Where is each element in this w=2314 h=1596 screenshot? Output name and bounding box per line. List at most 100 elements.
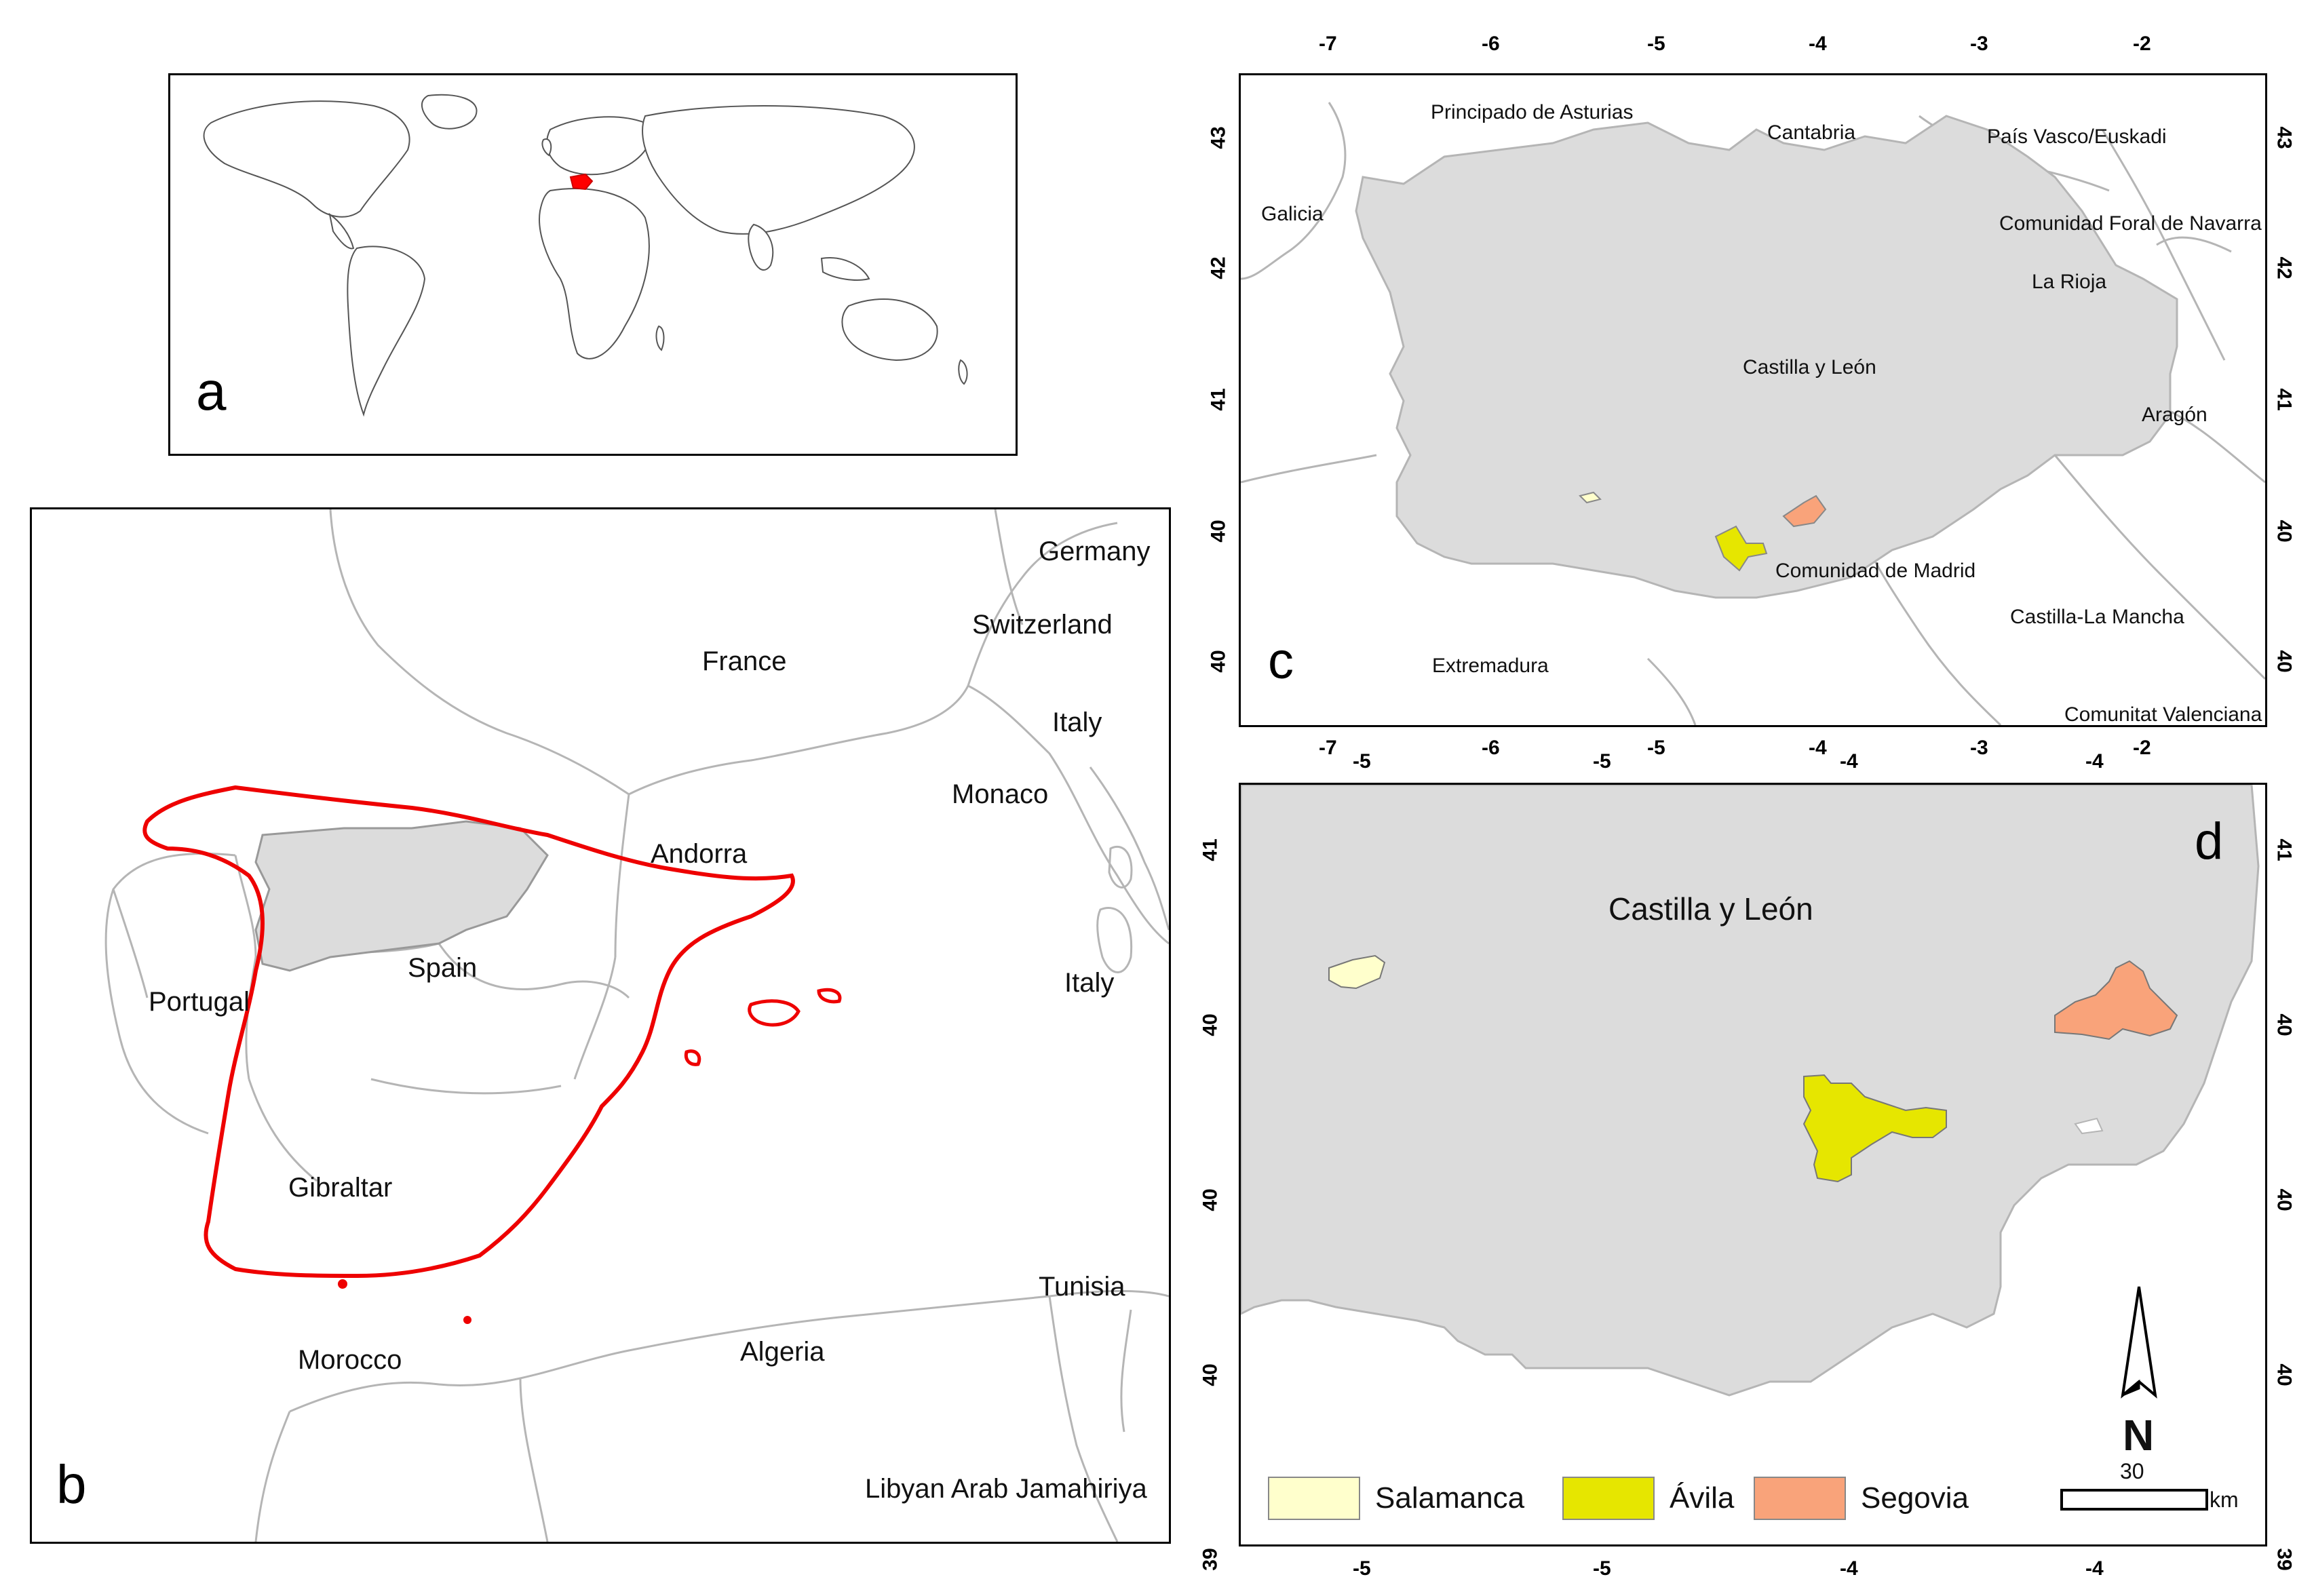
c-xtick-bottom-5: -3 (1970, 737, 1988, 759)
region-label-castilla-la-mancha: Castilla-La Mancha (2010, 606, 2184, 628)
c-xtick-bottom-3: -5 (1647, 737, 1665, 759)
legend-label-avila: Ávila (1670, 1481, 1735, 1515)
region-label-castilla-leon: Castilla y León (1743, 356, 1876, 378)
country-label-algeria: Algeria (740, 1337, 825, 1367)
panel-b-iberia-map: Germany Switzerland France Italy Monaco … (30, 507, 1171, 1544)
region-label-valenciana: Comunitat Valenciana (2064, 703, 2262, 726)
scale-value-label: 30 (2120, 1459, 2144, 1483)
d-xtick-top-1: -5 (1353, 750, 1371, 773)
c-xtick-bottom-6: -2 (2133, 737, 2151, 759)
d-ytick-left-3: 40 (1199, 1188, 1222, 1211)
country-label-spain: Spain (408, 953, 478, 983)
c-ytick-right-4: 40 (2273, 520, 2296, 543)
panel-c-label: c (1268, 632, 1294, 690)
legend-label-salamanca: Salamanca (1375, 1481, 1525, 1515)
country-label-gibraltar: Gibraltar (288, 1173, 393, 1203)
region-label-pais-vasco: País Vasco/Euskadi (1987, 125, 2167, 148)
scale-unit-label: km (2210, 1487, 2239, 1512)
c-xtick-top-6: -2 (2133, 33, 2151, 55)
spain-highlight (569, 173, 594, 191)
spain-outline (142, 785, 795, 1279)
c-ytick-right-2: 42 (2273, 256, 2296, 279)
castilla-leon-region (254, 820, 549, 972)
legend-item-segovia: Segovia (1754, 1477, 1969, 1520)
d-xtick-bottom-1: -5 (1353, 1557, 1371, 1580)
country-label-tunisia: Tunisia (1039, 1272, 1125, 1302)
c-ytick-right-5: 40 (2273, 650, 2296, 673)
legend-label-segovia: Segovia (1861, 1481, 1969, 1515)
segovia-province (2054, 960, 2178, 1040)
region-label-navarra: Comunidad Foral de Navarra (1999, 212, 2262, 235)
avila-province (1802, 1074, 1947, 1183)
legend-swatch-segovia (1754, 1477, 1846, 1520)
panel-d-label: d (2195, 813, 2224, 870)
region-label-galicia: Galicia (1261, 203, 1324, 225)
d-xtick-bottom-3: -4 (1840, 1557, 1858, 1580)
d-xtick-top-2: -5 (1593, 750, 1611, 773)
region-label-cantabria: Cantabria (1767, 121, 1856, 144)
scale-bar (2060, 1489, 2208, 1511)
d-xtick-bottom-4: -4 (2085, 1557, 2104, 1580)
c-xtick-top-2: -6 (1482, 33, 1500, 55)
salamanca-province (1328, 954, 1386, 990)
panel-a-label: a (196, 361, 227, 421)
provinces-map-svg (1241, 785, 2260, 1511)
d-ytick-right-1: 41 (2273, 838, 2296, 861)
avila-patch-c (1714, 525, 1768, 572)
d-ytick-right-3: 40 (2273, 1188, 2296, 1211)
north-arrow-icon (2121, 1286, 2157, 1399)
country-label-italy-south: Italy (1064, 968, 1115, 998)
d-title-castilla-leon: Castilla y León (1608, 891, 1813, 927)
regions-map-svg (1241, 102, 2265, 725)
d-ytick-left-2: 40 (1199, 1013, 1222, 1036)
region-label-aragon: Aragón (2142, 404, 2207, 426)
d-ytick-right-5: 39 (2273, 1548, 2296, 1571)
c-ytick-right-1: 43 (2273, 126, 2296, 149)
c-xtick-top-3: -5 (1647, 33, 1665, 55)
legend-swatch-avila (1562, 1477, 1655, 1520)
country-label-morocco: Morocco (298, 1345, 402, 1375)
segovia-patch-c (1782, 494, 1827, 528)
d-ytick-left-5: 39 (1199, 1548, 1222, 1571)
world-map-svg (203, 94, 968, 417)
c-ytick-right-3: 41 (2273, 388, 2296, 411)
d-ytick-left-4: 40 (1199, 1363, 1222, 1386)
c-ytick-left-2: 42 (1207, 256, 1230, 279)
d-xtick-top-3: -4 (1840, 750, 1858, 773)
country-label-libya: Libyan Arab Jamahiriya (865, 1474, 1147, 1504)
legend-swatch-salamanca (1268, 1477, 1360, 1520)
legend-item-avila: Ávila (1562, 1477, 1734, 1520)
country-label-switzerland: Switzerland (972, 610, 1113, 640)
country-label-germany: Germany (1039, 537, 1151, 566)
c-ytick-left-4: 40 (1207, 520, 1230, 543)
d-ytick-left-1: 41 (1199, 838, 1222, 861)
d-ytick-right-2: 40 (2273, 1013, 2296, 1036)
country-label-andorra: Andorra (651, 839, 748, 869)
region-label-asturias: Principado de Asturias (1431, 101, 1634, 123)
c-xtick-bottom-1: -7 (1319, 737, 1337, 759)
d-ytick-right-4: 40 (2273, 1363, 2296, 1386)
c-xtick-bottom-2: -6 (1482, 737, 1500, 759)
c-xtick-top-1: -7 (1319, 33, 1337, 55)
c-xtick-top-5: -3 (1970, 33, 1988, 55)
region-label-la-rioja: La Rioja (2032, 271, 2107, 293)
panel-a-world-map: a (168, 73, 1018, 456)
country-label-portugal: Portugal (149, 987, 250, 1017)
panel-c-regions-map: Principado de Asturias Cantabria País Va… (1239, 73, 2267, 727)
castilla-leon-fill-d (1241, 785, 2260, 1397)
country-label-monaco: Monaco (952, 779, 1049, 809)
panel-b-label: b (56, 1454, 87, 1515)
north-label: N (2123, 1411, 2155, 1460)
region-label-extremadura: Extremadura (1432, 655, 1549, 677)
c-ytick-left-5: 40 (1207, 650, 1230, 673)
iberia-map-svg (104, 509, 1169, 1542)
country-label-italy-north: Italy (1052, 707, 1102, 737)
d-xtick-top-4: -4 (2085, 750, 2104, 773)
panel-d-provinces-map: Castilla y León d N 30 km Salamanca Ávil… (1239, 783, 2267, 1546)
d-xtick-bottom-2: -5 (1593, 1557, 1611, 1580)
c-xtick-top-4: -4 (1809, 33, 1827, 55)
c-ytick-left-1: 43 (1207, 126, 1230, 149)
c-ytick-left-3: 41 (1207, 388, 1230, 411)
salamanca-patch-c (1579, 491, 1602, 504)
legend-item-salamanca: Salamanca (1268, 1477, 1524, 1520)
